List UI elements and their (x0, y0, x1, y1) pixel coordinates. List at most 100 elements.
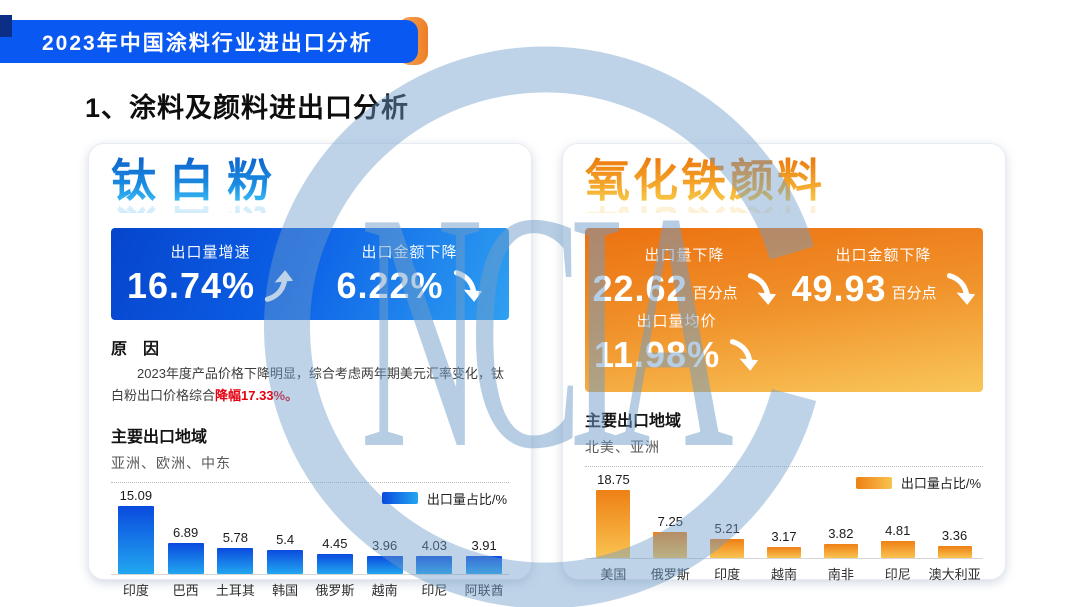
bar-value-label: 5.21 (714, 521, 740, 537)
bar-column: 7.25 (642, 514, 699, 559)
bar-value-label: 3.91 (471, 537, 497, 553)
bar-column: 6.89 (161, 525, 211, 574)
bar-column: 15.09 (111, 488, 161, 574)
bar (366, 555, 403, 574)
bar-value-label: 7.25 (657, 514, 683, 530)
panel-title-titanium: 钛白粉 (111, 155, 286, 206)
bar (267, 549, 304, 574)
bar (416, 555, 453, 574)
bar-value-label: 3.36 (941, 528, 968, 544)
bar-column: 18.75 (585, 472, 642, 559)
panel-title-reflection: 氧化铁颜料 (585, 200, 983, 214)
dotted-divider (111, 481, 509, 483)
down-arrow-icon (453, 270, 482, 303)
legend-swatch (381, 492, 418, 505)
bar-value-label: 18.75 (597, 472, 630, 488)
titanium-dioxide-panel: 钛白粉 钛白粉 出口量增速 16.74% 出口金额下降 6.22% (88, 143, 532, 598)
category-labels: 印度 巴西 土耳其 韩国 俄罗斯 越南 印尼 阿联酋 (111, 580, 509, 599)
bar-category-label: 韩国 (272, 582, 299, 598)
bar-category-label: 美国 (600, 567, 627, 583)
chart-legend: 出口量占比/% (381, 489, 507, 508)
bar (167, 542, 204, 574)
bar-category-label: 俄罗斯 (315, 582, 355, 598)
bar-value-label: 4.81 (885, 523, 911, 539)
stat-export-value-decline: 出口金额下降 6.22% (310, 241, 509, 307)
bar-column: 5.4 (260, 532, 310, 574)
bar-value-label: 5.78 (222, 529, 249, 545)
panel-title-reflection: 钛白粉 (111, 200, 509, 214)
title-banner: 2023年中国涂料行业进出口分析 (0, 20, 418, 63)
category-labels: 美国 俄罗斯 印度 越南 南非 印尼 澳大利亚 (585, 564, 983, 583)
bar-category-label: 印度 (122, 582, 149, 598)
bar-column: 4.81 (869, 523, 926, 559)
bar (117, 505, 154, 574)
bar-category-label: 印度 (714, 567, 741, 583)
banner-title: 2023年中国涂料行业进出口分析 (42, 31, 373, 55)
bar-category-label: 澳大利亚 (928, 567, 981, 583)
bar-category-label: 俄罗斯 (650, 567, 690, 583)
bar-column: 3.96 (360, 538, 410, 574)
legend-label: 出口量占比/% (900, 476, 981, 492)
bar-category-label: 印尼 (421, 582, 448, 598)
reason-highlight: 降幅17.33%。 (215, 388, 299, 404)
dotted-divider (585, 466, 983, 468)
down-arrow-icon (729, 339, 759, 372)
iron-oxide-stats-card: 出口量下降 22.62 百分点 出口金额下降 49.93 百分点 (585, 228, 983, 393)
bar (466, 555, 503, 574)
stat-export-volume-decline: 出口量下降 22.62 百分点 (585, 244, 784, 310)
bar (880, 541, 915, 559)
titanium-export-bar-chart: 出口量占比/% 15.09 6.89 5.78 5.4 4.45 3.96 4.03 3.91… (111, 486, 509, 599)
bar-category-label: 越南 (371, 582, 398, 598)
bar (217, 547, 254, 574)
region-heading: 主要出口地域 (585, 413, 682, 431)
bar (596, 490, 631, 559)
up-arrow-icon (264, 270, 294, 303)
region-text: 北美、亚洲 (585, 439, 660, 456)
bar-value-label: 3.82 (828, 526, 854, 542)
stat-export-volume-growth: 出口量增速 16.74% (111, 241, 310, 307)
bar-value-label: 4.03 (421, 537, 448, 553)
bar-column: 3.91 (459, 538, 509, 574)
reason-heading: 原 因 (111, 341, 160, 359)
iron-oxide-export-bar-chart: 出口量占比/% 18.75 7.25 5.21 3.17 3.82 4.81 3.36 美国… (585, 470, 983, 583)
iron-oxide-panel: 氧化铁颜料 氧化铁颜料 出口量下降 22.62 百分点 (562, 143, 1006, 583)
down-arrow-icon (946, 273, 975, 306)
region-text: 亚洲、欧洲、中东 (111, 454, 231, 471)
bar (653, 532, 688, 559)
bar-value-label: 15.09 (119, 487, 153, 503)
bar (767, 547, 801, 559)
region-heading: 主要出口地域 (111, 428, 208, 446)
bar-value-label: 6.89 (172, 524, 199, 540)
reason-text: 2023年度产品价格下降明显，综合考虑两年期美元汇率变化，钛白粉出口价格综合降幅… (111, 366, 504, 404)
bar-column: 3.36 (926, 528, 983, 559)
section-heading: 1、涂料及颜料进出口分析 (85, 93, 410, 123)
stat-export-value-decline: 出口金额下降 49.93 百分点 (784, 244, 983, 310)
bar (937, 546, 972, 559)
panel-title-wrap: 钛白粉 钛白粉 (111, 155, 509, 214)
bar-value-label: 4.45 (322, 535, 348, 551)
bar (710, 539, 745, 559)
bar-column: 5.78 (211, 530, 261, 574)
bar-value-label: 3.96 (371, 537, 398, 553)
bar-category-label: 阿联酋 (464, 582, 504, 598)
panel-title-wrap: 氧化铁颜料 氧化铁颜料 (585, 155, 983, 214)
bar-column: 3.17 (756, 529, 813, 559)
stat-export-average-price: 出口量均价 11.98% (585, 310, 768, 376)
bar-value-label: 5.4 (276, 531, 295, 547)
legend-label: 出口量占比/% (426, 491, 507, 507)
bar-column: 3.82 (812, 526, 869, 559)
down-arrow-icon (747, 273, 776, 306)
banner-fold-shape (0, 15, 12, 37)
legend-swatch (855, 476, 892, 489)
bar-category-label: 南非 (827, 567, 854, 583)
bar-column: 4.03 (410, 538, 460, 574)
titanium-stats-card: 出口量增速 16.74% 出口金额下降 6.22% (111, 228, 509, 321)
chart-legend: 出口量占比/% (855, 473, 981, 492)
bar-column: 4.45 (310, 536, 360, 574)
bar-column: 5.21 (699, 521, 756, 559)
panel-title-iron-oxide: 氧化铁颜料 (585, 155, 826, 206)
bar-category-label: 巴西 (172, 582, 199, 598)
bar-value-label: 3.17 (771, 529, 797, 545)
bar (823, 544, 858, 559)
